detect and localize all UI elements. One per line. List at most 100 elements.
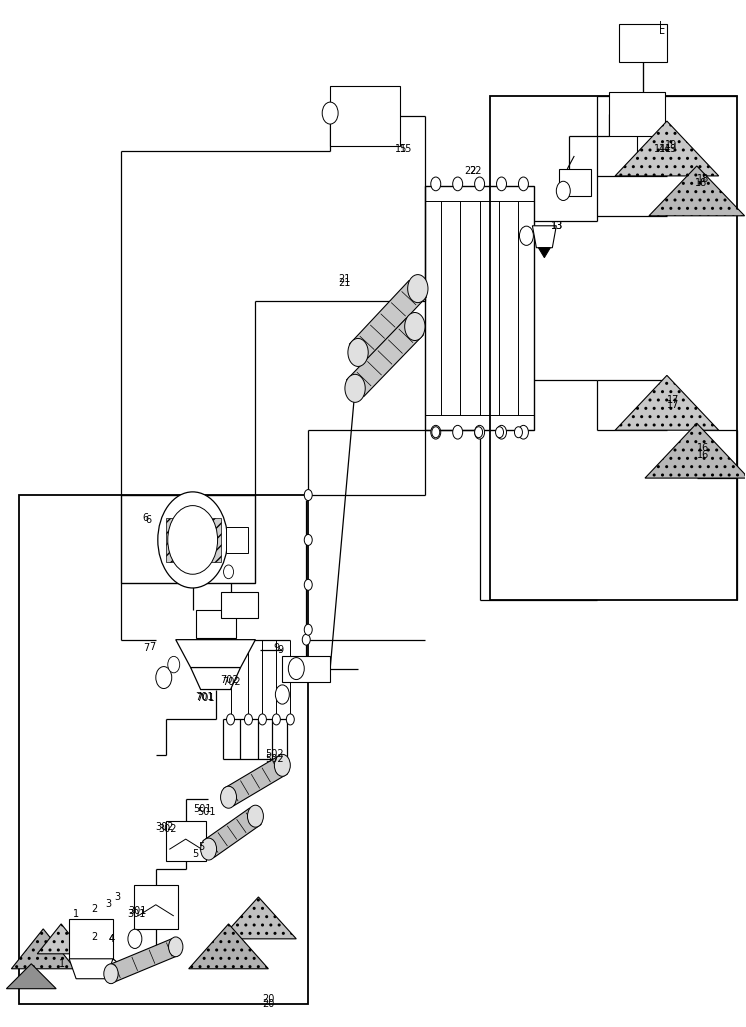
Text: 5: 5: [198, 842, 205, 852]
Text: 502: 502: [266, 755, 284, 764]
Circle shape: [104, 964, 118, 984]
Bar: [19, 495, 308, 1003]
Circle shape: [156, 667, 172, 688]
Text: 13: 13: [551, 221, 563, 231]
Bar: [609, 92, 665, 136]
Bar: [134, 885, 178, 928]
Circle shape: [430, 425, 441, 440]
Circle shape: [453, 425, 463, 440]
Polygon shape: [166, 518, 221, 562]
Polygon shape: [615, 376, 718, 430]
Polygon shape: [107, 939, 179, 982]
Text: 22: 22: [470, 166, 482, 176]
Text: 21: 21: [338, 277, 351, 288]
Polygon shape: [533, 226, 557, 248]
Circle shape: [497, 177, 507, 191]
Polygon shape: [203, 808, 261, 858]
Circle shape: [304, 579, 313, 591]
Text: 6: 6: [146, 515, 152, 525]
Text: 20: 20: [263, 998, 275, 1009]
Bar: [195, 610, 236, 638]
Polygon shape: [69, 959, 113, 979]
Circle shape: [495, 427, 504, 438]
Text: 17: 17: [667, 395, 680, 406]
Text: 21: 21: [338, 273, 351, 283]
Text: 301: 301: [127, 909, 145, 919]
Circle shape: [474, 177, 485, 191]
Text: L: L: [659, 22, 665, 31]
Circle shape: [201, 838, 216, 860]
Circle shape: [248, 805, 263, 827]
Text: 5: 5: [192, 849, 199, 859]
Polygon shape: [176, 640, 255, 668]
Bar: [489, 97, 736, 600]
Circle shape: [169, 937, 183, 957]
Circle shape: [518, 425, 528, 440]
Polygon shape: [11, 928, 75, 968]
Polygon shape: [349, 280, 427, 360]
Text: 18: 18: [697, 174, 709, 184]
Polygon shape: [649, 166, 745, 216]
Text: 22: 22: [465, 166, 477, 176]
Text: 1: 1: [59, 959, 66, 968]
Text: 14: 14: [659, 144, 671, 154]
Circle shape: [128, 929, 142, 949]
Circle shape: [518, 177, 528, 191]
Circle shape: [224, 565, 233, 578]
Circle shape: [304, 490, 313, 500]
Text: 17: 17: [667, 401, 680, 411]
Text: 20: 20: [263, 994, 275, 1003]
Circle shape: [286, 714, 294, 725]
Circle shape: [557, 181, 570, 200]
Polygon shape: [224, 757, 287, 806]
Text: 6: 6: [143, 514, 149, 523]
Circle shape: [515, 427, 522, 438]
Text: 13: 13: [551, 221, 563, 231]
Circle shape: [245, 714, 252, 725]
Text: 15: 15: [395, 144, 407, 154]
Text: 302: 302: [156, 823, 175, 832]
Text: 1: 1: [73, 909, 79, 919]
Circle shape: [275, 685, 289, 705]
Text: 502: 502: [266, 750, 284, 759]
Circle shape: [497, 425, 507, 440]
Circle shape: [304, 624, 313, 635]
Text: 2: 2: [91, 904, 97, 914]
Circle shape: [453, 177, 463, 191]
Text: 7: 7: [143, 643, 149, 652]
Circle shape: [227, 714, 234, 725]
Text: 3: 3: [105, 899, 111, 909]
Text: 2: 2: [91, 931, 97, 942]
Circle shape: [345, 374, 366, 403]
Polygon shape: [346, 318, 424, 396]
Text: L: L: [659, 27, 665, 36]
Text: 501: 501: [198, 807, 216, 817]
Bar: [69, 919, 113, 959]
Circle shape: [221, 787, 236, 808]
Text: 19: 19: [665, 140, 677, 150]
Text: 302: 302: [159, 824, 178, 834]
Bar: [282, 655, 330, 682]
Circle shape: [348, 339, 369, 367]
Text: 4: 4: [109, 934, 115, 944]
Circle shape: [288, 657, 304, 680]
Circle shape: [168, 505, 218, 574]
Circle shape: [304, 534, 313, 545]
Text: 701: 701: [195, 691, 214, 701]
Circle shape: [474, 427, 483, 438]
Circle shape: [258, 714, 266, 725]
Polygon shape: [539, 248, 551, 258]
Polygon shape: [645, 423, 746, 479]
Text: 3: 3: [114, 892, 120, 902]
Text: 9: 9: [278, 645, 283, 654]
Circle shape: [272, 714, 280, 725]
Text: 16: 16: [697, 450, 709, 460]
Text: 701: 701: [197, 692, 215, 702]
Circle shape: [302, 634, 310, 645]
Text: 18: 18: [695, 178, 707, 188]
Text: 301: 301: [128, 906, 146, 916]
Text: 702: 702: [222, 677, 241, 686]
Circle shape: [474, 425, 485, 440]
Bar: [221, 592, 258, 617]
Bar: [619, 25, 667, 63]
